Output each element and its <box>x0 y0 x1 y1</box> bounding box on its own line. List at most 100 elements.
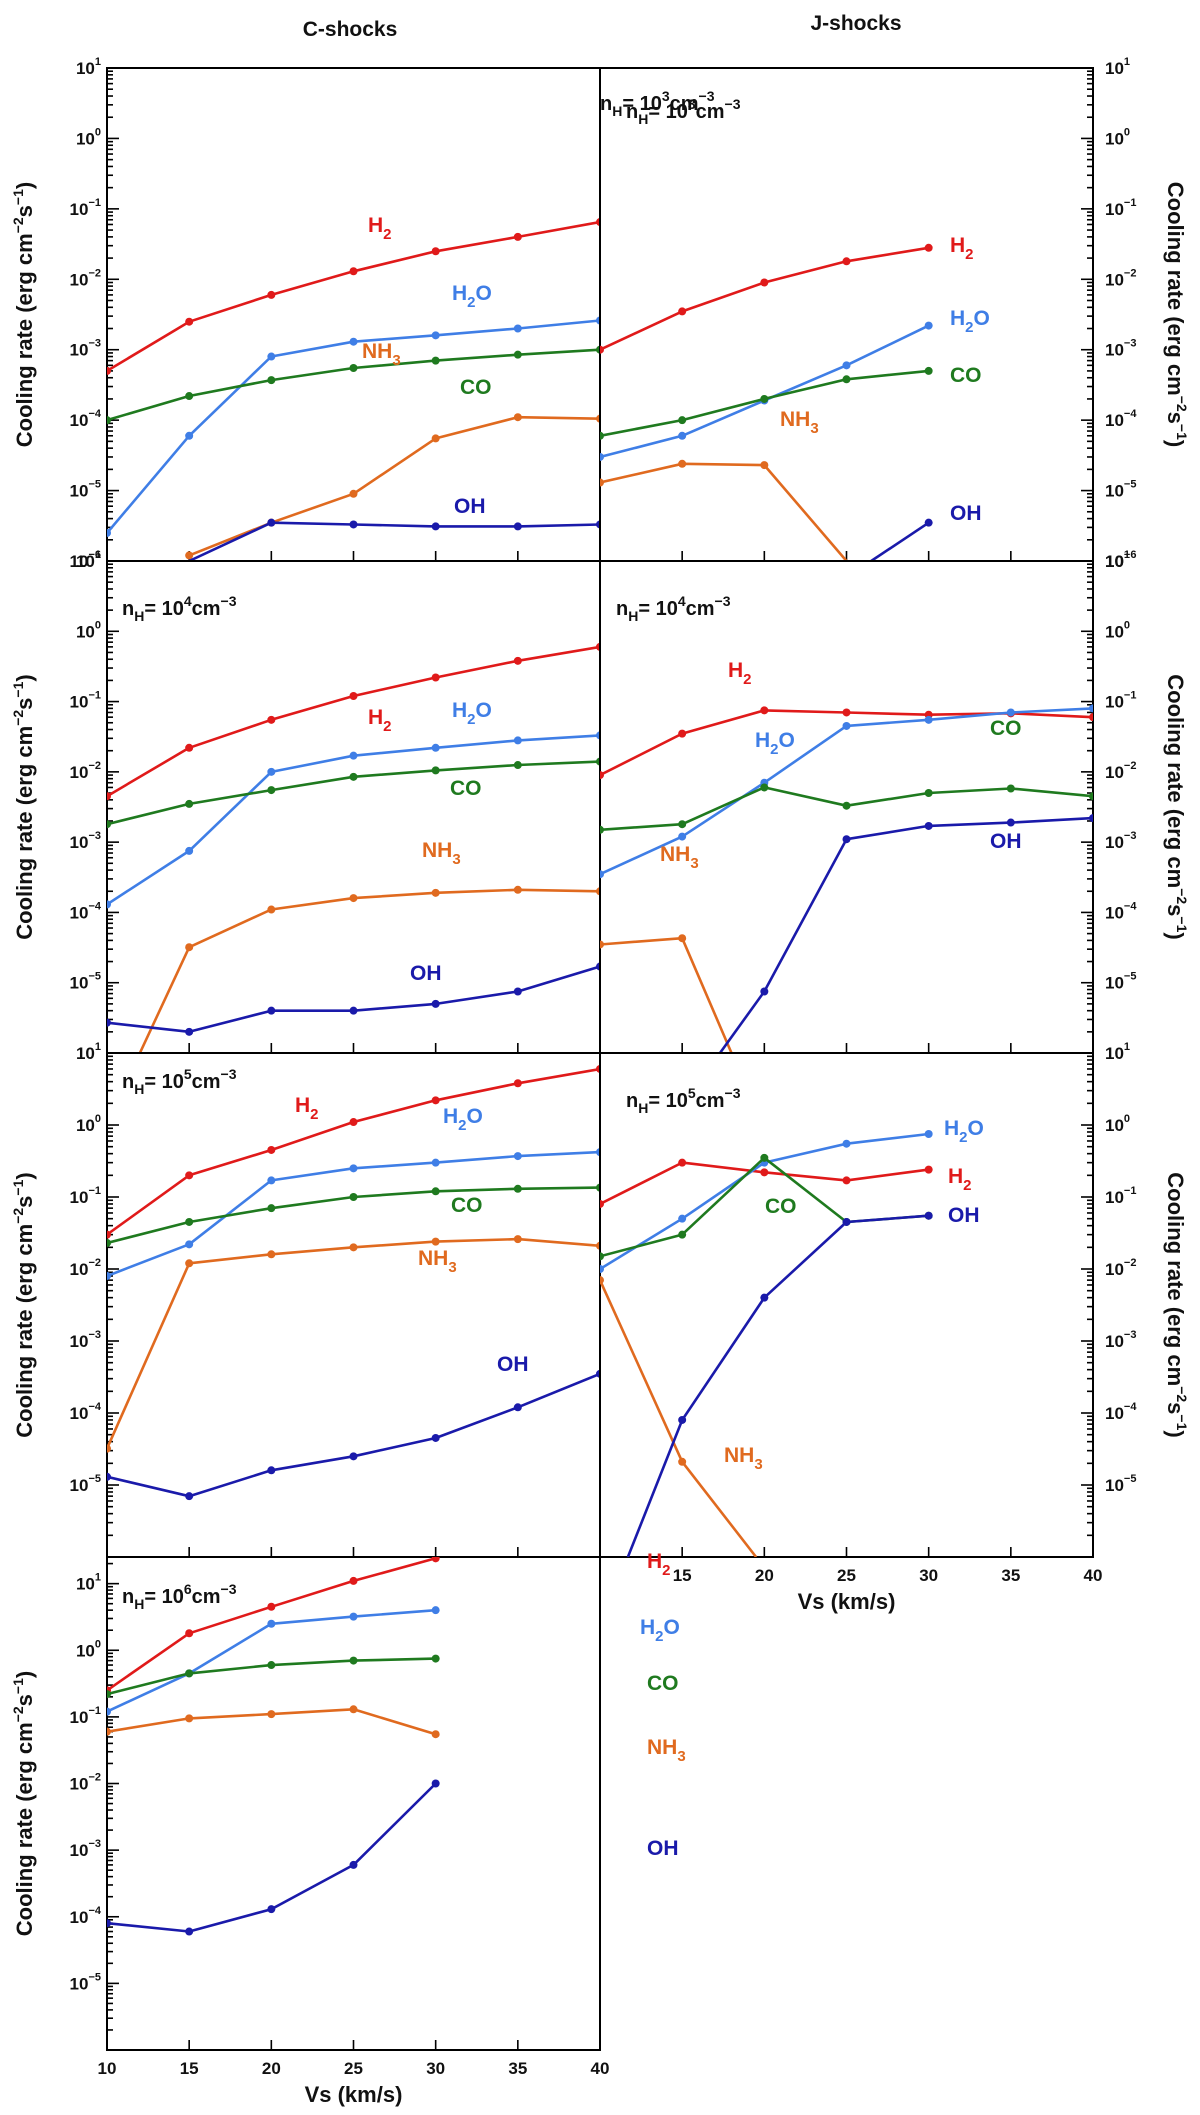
y-tick-label: 10−4 <box>70 408 102 430</box>
y-tick-label: 10−5 <box>70 1473 101 1495</box>
data-point-oh <box>185 1492 194 1501</box>
series-label-oh: OH <box>410 962 442 985</box>
y-tick-label: 101 <box>76 1041 101 1063</box>
y-tick-label: 10−3 <box>70 830 101 852</box>
y-tick-label: 100 <box>1105 619 1130 641</box>
series-group <box>600 704 1093 1053</box>
data-point-h2 <box>760 278 769 287</box>
data-point-nh3 <box>760 461 769 470</box>
density-label: nH= 105cm−3 <box>122 1066 237 1097</box>
data-point-co <box>185 1669 194 1678</box>
data-point-h2 <box>513 232 522 241</box>
data-point-oh <box>1006 818 1015 827</box>
data-point-oh <box>431 1779 440 1788</box>
data-point-oh <box>513 1403 522 1412</box>
data-point-oh <box>760 1293 769 1302</box>
data-point-nh3 <box>600 940 604 949</box>
data-point-h2 <box>431 1557 440 1563</box>
data-point-co <box>267 376 276 385</box>
series-label-h2o: H2O <box>452 699 492 728</box>
data-point-h2 <box>349 692 358 701</box>
data-point-co <box>107 416 111 425</box>
series-label-h2: H2 <box>295 1094 319 1123</box>
y-tick-label: 10−2 <box>1105 760 1136 782</box>
data-point-co <box>267 786 276 795</box>
x-tick-label: 40 <box>1084 1566 1103 1585</box>
panel-frame <box>106 1556 601 2051</box>
data-point-nh3 <box>431 1730 440 1739</box>
y-tick-label: 10−3 <box>1105 338 1136 360</box>
data-point-h2 <box>600 1199 604 1208</box>
data-point-nh3 <box>513 885 522 894</box>
data-point-h2o <box>185 431 194 440</box>
x-tick-label: 20 <box>262 2059 281 2078</box>
data-point-h2 <box>431 247 440 256</box>
y-tick-label: 10−2 <box>70 1772 101 1794</box>
series-group <box>107 642 600 1053</box>
y-tick-label: 10−2 <box>1105 1257 1136 1279</box>
y-tick-label: 101 <box>76 549 101 571</box>
y-tick-label: 10−3 <box>70 1329 101 1351</box>
data-point-h2 <box>842 708 851 717</box>
data-point-co <box>760 783 769 792</box>
data-point-co <box>600 825 604 834</box>
panel-j5: 101 100 10−1 10−2 10−3 10−4 10−5 15 20 25 30 35 40 Vs… <box>599 1041 1190 1614</box>
data-point-h2o <box>349 1612 358 1621</box>
column-title-j-shocks: J-shocks <box>810 12 901 35</box>
data-point-h2o <box>107 528 111 537</box>
data-point-h2o <box>185 846 194 855</box>
series-label-oh: OH <box>990 830 1022 853</box>
data-point-h2o <box>1006 708 1015 717</box>
data-point-h2 <box>760 706 769 715</box>
series-label-co: CO <box>990 717 1022 740</box>
data-point-h2 <box>185 743 194 752</box>
series-line-h2o <box>600 324 930 459</box>
series-group <box>107 1557 440 1936</box>
data-point-co <box>600 431 604 440</box>
panel-j4: 101 100 10−1 10−2 10−3 10−4 10−5 nH= 104cm−3 H2 H… <box>599 549 1190 1054</box>
y-tick-label: 101 <box>1105 56 1130 78</box>
data-point-h2 <box>678 729 687 738</box>
x-tick-label: 15 <box>180 2059 199 2078</box>
y-tick-label: 101 <box>76 56 101 78</box>
y-tick-label: 10−5 <box>1105 971 1136 993</box>
data-point-oh <box>431 522 440 531</box>
series-line-nh3 <box>107 1237 600 1450</box>
series-line-h2 <box>107 1067 600 1236</box>
data-point-nh3 <box>349 1705 358 1714</box>
data-point-nh3 <box>185 1714 194 1723</box>
data-point-nh3 <box>349 894 358 903</box>
data-point-h2o <box>431 331 440 340</box>
data-point-h2o <box>842 361 851 370</box>
data-point-nh3 <box>267 905 276 914</box>
data-point-h2o <box>600 870 604 879</box>
series-label-co: CO <box>460 376 492 399</box>
series-label-h2o: H2O <box>452 282 492 311</box>
y-tick-label: 10−1 <box>70 197 101 219</box>
data-point-oh <box>107 1018 111 1027</box>
y-tick-label: 100 <box>76 1113 101 1135</box>
y-tick-label: 10−1 <box>1105 690 1136 712</box>
y-tick-label: 10−4 <box>1105 1401 1137 1423</box>
y-tick-label: 10−2 <box>70 1257 101 1279</box>
data-point-co <box>349 364 358 373</box>
y-tick-label: 10−3 <box>1105 1329 1136 1351</box>
data-point-nh3 <box>267 1710 276 1719</box>
y-axis-label: Cooling rate (erg cm−2s−1) <box>10 1172 37 1437</box>
data-point-nh3 <box>431 888 440 897</box>
data-point-h2o <box>1089 704 1093 713</box>
data-point-co <box>431 356 440 365</box>
data-point-h2 <box>185 317 194 326</box>
series-label-h2: H2 <box>368 214 392 243</box>
panel-c5: 101 100 10−1 10−2 10−3 10−4 10−5 nH= 105cm−3 H2 H… <box>10 1041 601 1558</box>
series-label-co: CO <box>647 1672 679 1695</box>
series-line-oh <box>626 1214 929 1557</box>
data-point-oh <box>349 1006 358 1015</box>
series-label-nh3: NH3 <box>660 843 699 872</box>
y-tick-label: 10−1 <box>70 1705 101 1727</box>
series-line-h2o <box>107 734 600 906</box>
y-axis-label: Cooling rate (erg cm−2s−1) <box>1163 1172 1190 1437</box>
series-label-nh3: NH3 <box>362 340 401 369</box>
density-label: nH= 105cm−3 <box>626 1085 741 1116</box>
